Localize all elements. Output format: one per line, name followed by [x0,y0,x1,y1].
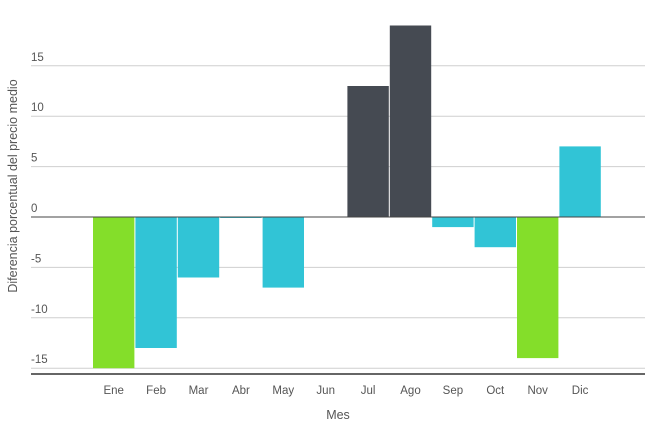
bar-mar [177,217,220,278]
bar-may [262,217,304,288]
bar-ago [389,25,432,217]
tick-labels: 15 10 5 0 -5 -10 -15 Ene Feb Mar Abr May Jun Jul Ago Se… [31,52,589,397]
x-tick-label: Jun [316,385,335,397]
x-tick-label: May [272,385,294,397]
y-tick-label: -5 [31,253,41,265]
y-tick-label: -15 [31,354,48,366]
x-axis-title: Mes [326,408,350,422]
axes [31,216,645,375]
x-tick-label: Mar [189,385,209,397]
x-tick-label: Ene [103,385,123,397]
x-tick-label: Feb [146,385,166,397]
x-tick-label: Ago [400,385,420,397]
y-axis-title: Diferencia porcentual del precio medio [6,79,20,292]
x-tick-label: Jul [361,385,376,397]
bar-ene [93,217,135,369]
bar-jul [347,86,389,217]
y-tick-label: 0 [31,203,37,215]
bars [93,25,601,369]
bar-sep [432,217,474,228]
y-tick-label: 10 [31,102,44,114]
bar-nov [517,217,559,359]
x-tick-label: Nov [527,385,548,397]
y-tick-label: -10 [31,304,48,316]
x-tick-label: Dic [572,385,589,397]
y-tick-label: 15 [31,52,44,64]
x-tick-label: Oct [486,385,505,397]
bar-dic [559,146,601,217]
bar-feb [135,217,177,348]
bar-oct [474,217,516,248]
x-tick-label: Sep [443,385,463,397]
x-tick-label: Abr [232,385,250,397]
y-tick-label: 5 [31,153,37,165]
